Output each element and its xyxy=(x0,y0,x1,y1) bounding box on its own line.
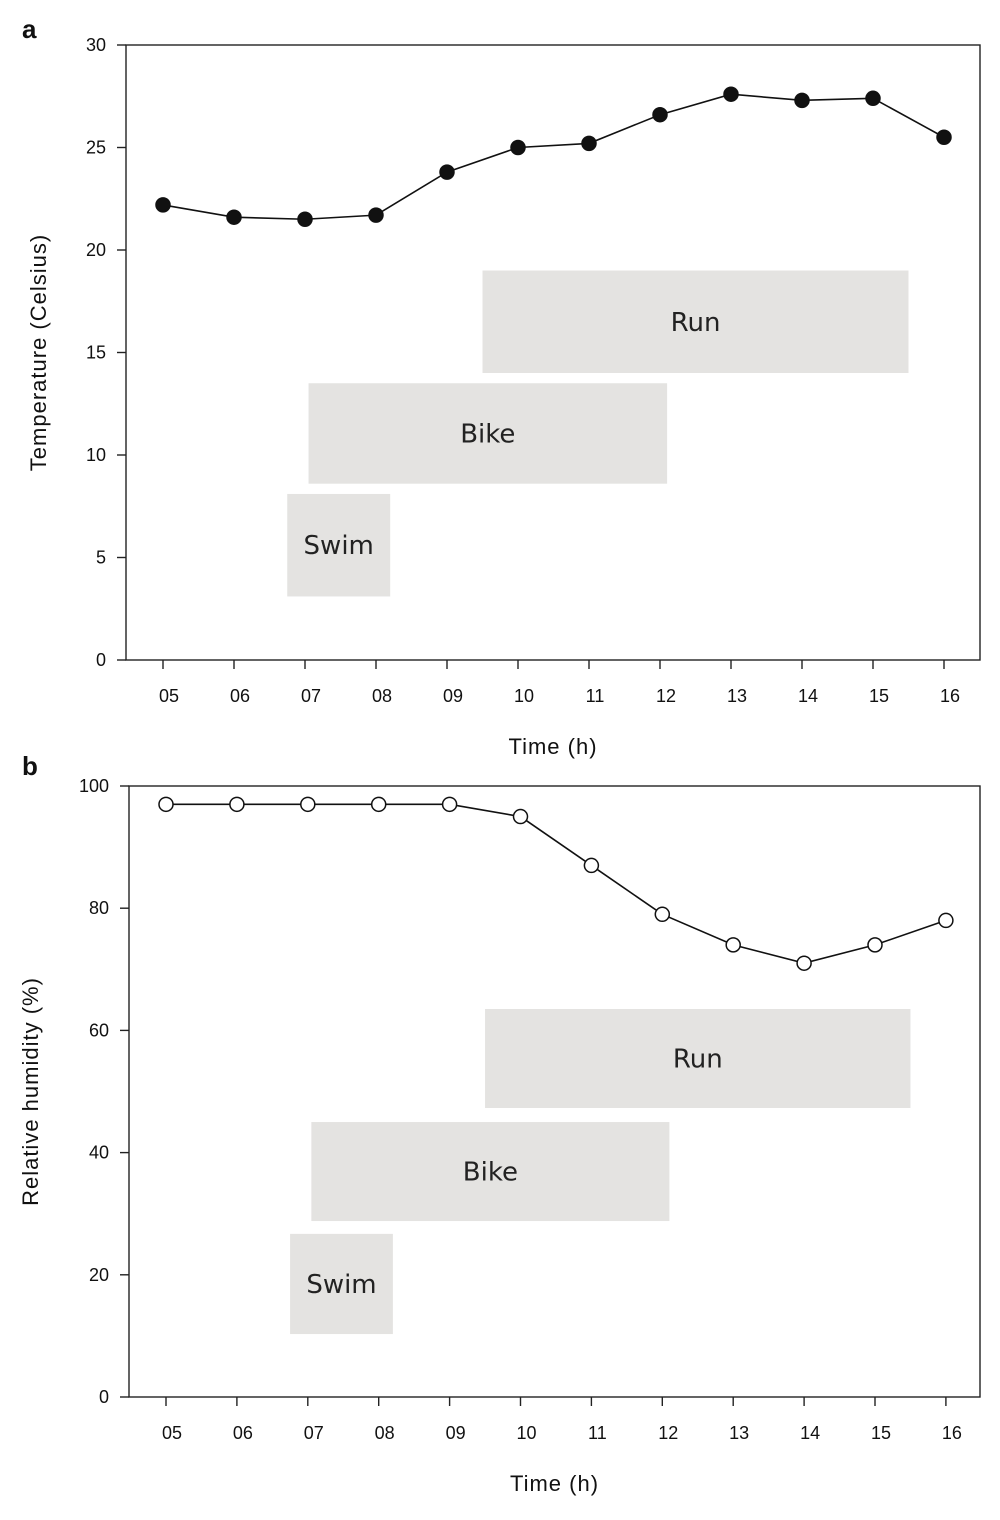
x-tick-label: 09 xyxy=(446,1423,466,1443)
data-point xyxy=(865,90,881,107)
x-tick-label: 15 xyxy=(871,1423,891,1443)
x-tick-label: 05 xyxy=(162,1423,182,1443)
x-tick-label: 11 xyxy=(588,1423,607,1443)
activity-run-box xyxy=(482,270,909,373)
x-tick-label: 11 xyxy=(586,686,605,706)
activity-swim-label: Swim xyxy=(304,531,374,561)
y-tick-label: 40 xyxy=(89,1143,109,1163)
data-point xyxy=(581,135,597,152)
panel-b-humidity-chart: b Swim Bike Run 0 20 40 60 80 100 05 06 07 08 09 10 11 1… xyxy=(18,751,981,1496)
data-point xyxy=(652,106,668,123)
data-point xyxy=(725,937,741,953)
data-point xyxy=(723,86,739,102)
y-tick-label: 0 xyxy=(96,650,106,670)
x-tick-label: 14 xyxy=(798,686,818,706)
y-axis-title: Temperature (Celsius) xyxy=(26,234,51,471)
activity-run-label: Run xyxy=(673,1045,723,1075)
x-tick-label: 10 xyxy=(516,1423,536,1443)
series-line xyxy=(162,93,945,221)
x-tick-label: 13 xyxy=(727,686,747,706)
panel-a-letter: a xyxy=(22,14,37,44)
plot-frame xyxy=(128,785,981,1398)
x-tick-label: 15 xyxy=(869,686,889,706)
activity-bike-box xyxy=(311,1122,670,1222)
x-tick-label: 12 xyxy=(656,686,676,706)
data-point xyxy=(796,955,812,971)
data-point xyxy=(510,139,526,156)
data-point xyxy=(300,796,316,813)
panel-b-letter: b xyxy=(22,751,38,781)
y-tick-label: 0 xyxy=(99,1387,109,1407)
x-tick-label: 07 xyxy=(304,1423,324,1443)
data-point xyxy=(794,92,810,109)
x-tick-label: 06 xyxy=(230,686,250,706)
data-point xyxy=(229,796,245,813)
y-tick-label: 20 xyxy=(86,240,106,260)
x-tick-label: 08 xyxy=(375,1423,395,1443)
data-point xyxy=(158,796,174,813)
x-axis-title: Time (h) xyxy=(510,1471,599,1496)
x-tick-label: 16 xyxy=(940,686,960,706)
x-tick-label: 16 xyxy=(942,1423,962,1443)
x-tick-label: 06 xyxy=(233,1423,253,1443)
activity-run-box xyxy=(485,1009,911,1108)
y-tick-label: 10 xyxy=(86,445,106,465)
data-point xyxy=(654,906,671,923)
activity-run-label: Run xyxy=(671,308,721,338)
data-point xyxy=(936,129,952,145)
data-point xyxy=(155,197,171,213)
x-tick-label: 09 xyxy=(443,686,463,706)
data-point xyxy=(938,912,954,929)
y-tick-label: 15 xyxy=(86,343,106,363)
x-tick-label: 12 xyxy=(658,1423,678,1443)
x-tick-label: 10 xyxy=(514,686,534,706)
data-point xyxy=(370,796,387,813)
y-tick-label: 100 xyxy=(79,776,109,796)
y-tick-label: 5 xyxy=(96,548,106,568)
data-point xyxy=(512,808,529,825)
series-line xyxy=(166,803,947,965)
x-tick-label: 14 xyxy=(800,1423,820,1443)
data-point xyxy=(439,164,455,180)
x-tick-label: 08 xyxy=(372,686,392,706)
data-point xyxy=(441,796,458,813)
activity-swim-box xyxy=(287,493,391,597)
y-tick-label: 30 xyxy=(86,35,106,55)
y-axis-title: Relative humidity (%) xyxy=(18,977,43,1206)
x-axis-title: Time (h) xyxy=(508,734,597,759)
x-tick-label: 05 xyxy=(159,686,179,706)
data-point xyxy=(368,207,384,223)
activity-bike-label: Bike xyxy=(463,1158,518,1188)
activity-bike-box xyxy=(308,383,668,484)
data-point xyxy=(297,211,313,227)
x-tick-label: 07 xyxy=(301,686,321,706)
y-tick-label: 60 xyxy=(89,1020,109,1040)
data-point xyxy=(867,937,883,953)
x-tick-label: 13 xyxy=(729,1423,749,1443)
y-tick-label: 80 xyxy=(89,898,109,918)
y-tick-label: 25 xyxy=(86,138,106,158)
activity-bike-label: Bike xyxy=(460,419,515,449)
activity-swim-box xyxy=(290,1233,393,1335)
data-point xyxy=(226,209,242,225)
y-tick-label: 20 xyxy=(89,1265,109,1285)
activity-swim-label: Swim xyxy=(306,1270,376,1300)
data-point xyxy=(583,857,600,874)
